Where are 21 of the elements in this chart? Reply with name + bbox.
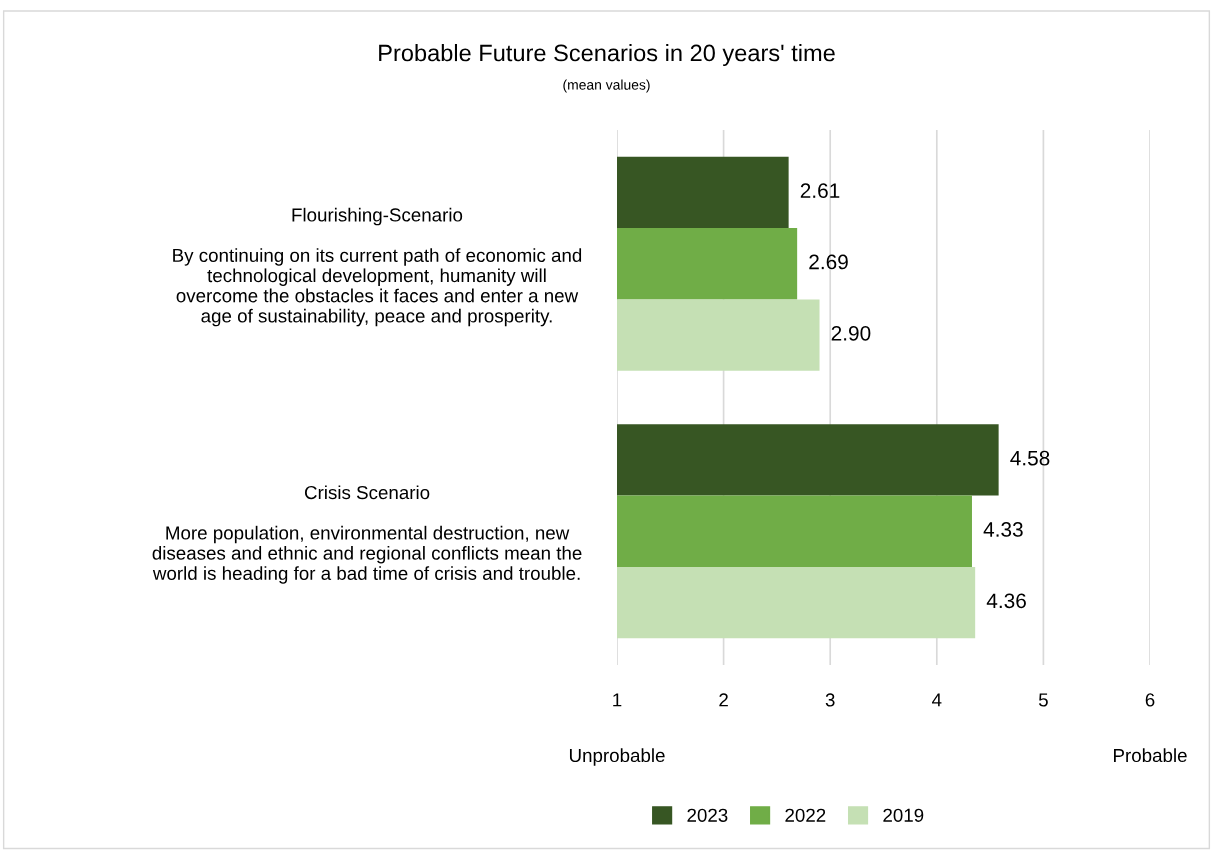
chart-subtitle: (mean values) [563, 79, 650, 93]
x-tick-label: 3 [825, 693, 835, 707]
legend-label: 2019 [883, 808, 924, 822]
x-tick-label: 1 [613, 693, 622, 707]
data-label: 4.58 [1010, 450, 1050, 466]
x-tick-label: 4 [932, 693, 942, 707]
data-label: 4.36 [986, 593, 1026, 609]
legend-label: 2023 [687, 808, 728, 822]
data-label: 2.69 [809, 254, 848, 270]
data-label: 4.33 [983, 522, 1023, 537]
legend-label: 2022 [785, 808, 826, 822]
x-tick-label: 6 [1145, 693, 1155, 707]
x-tick-label: 2 [719, 693, 728, 707]
chart-title: Probable Future Scenarios in 20 years' time [379, 44, 835, 67]
text: Unprobable [569, 748, 665, 766]
data-label: 2.61 [800, 183, 840, 199]
data-label: 2.90 [831, 325, 871, 341]
text: Probable [1114, 748, 1187, 763]
category-label: Crisis Scenario More population, environmental destruction, new diseases and ethnic and regional conflicts mean the world is heading for a bad time of crisis and trouble. [152, 485, 582, 584]
category-label: Flourishing-Scenario By continuing on its current path of economic and technological development, humanity will overcome the obstacles it faces and enter a new age of sustainability, peace and prosperity. [173, 207, 582, 327]
x-tick-label: 5 [1038, 693, 1048, 707]
